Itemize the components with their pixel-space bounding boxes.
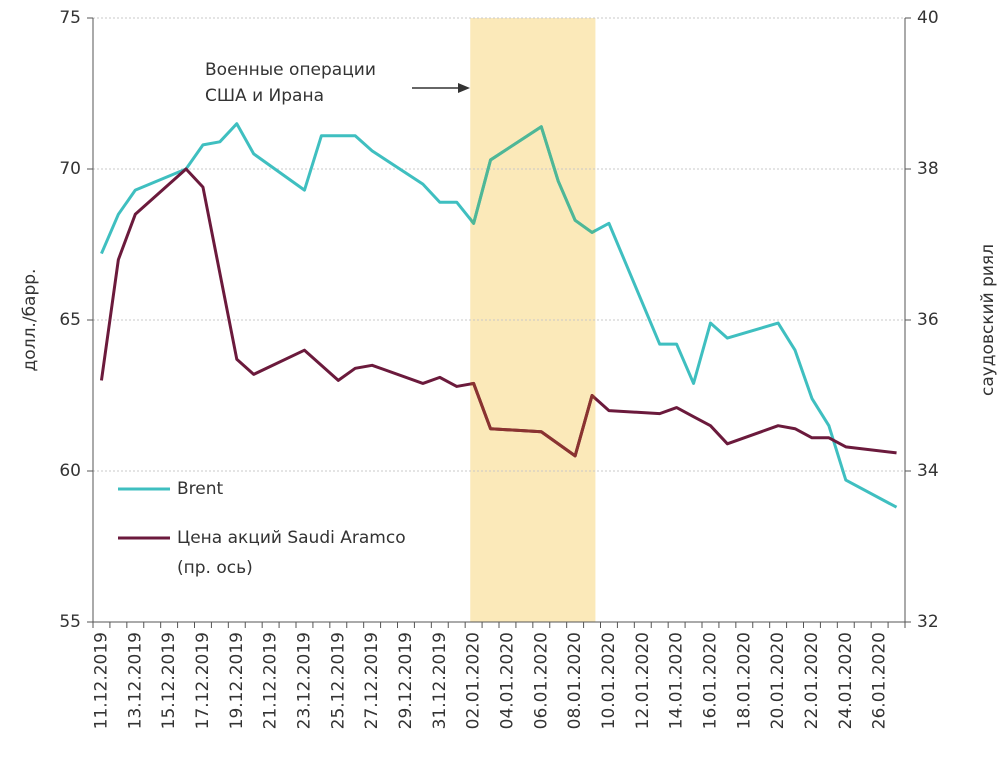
x-tick-label: 22.01.2020 xyxy=(802,632,822,729)
x-tick-label: 11.12.2019 xyxy=(91,632,111,729)
x-tick-label: 24.01.2020 xyxy=(836,632,856,729)
y2-tick-label: 34 xyxy=(917,461,939,481)
x-tick-label: 20.01.2020 xyxy=(768,632,788,729)
x-tick-label: 26.01.2020 xyxy=(870,632,890,729)
series-line-highlight xyxy=(470,381,596,458)
annotation: Военные операции xyxy=(205,60,376,80)
x-tick-label: 27.12.2019 xyxy=(362,632,382,729)
x-tick-label: 06.01.2020 xyxy=(531,632,551,729)
x-tick-label: 04.01.2020 xyxy=(497,632,517,729)
x-tick-label: 29.12.2019 xyxy=(396,632,416,729)
legend-label: Цена акций Saudi Aramco xyxy=(177,528,406,548)
y-tick-label: 75 xyxy=(59,8,81,28)
x-tick-label: 31.12.2019 xyxy=(430,632,450,729)
legend-label: (пр. ось) xyxy=(177,558,253,578)
legend-label: Brent xyxy=(177,479,224,499)
y2-tick-label: 32 xyxy=(917,612,939,632)
x-tick-label: 10.01.2020 xyxy=(599,632,619,729)
y-tick-label: 55 xyxy=(59,612,81,632)
x-tick-label: 23.12.2019 xyxy=(294,632,314,729)
x-tick-label: 12.01.2020 xyxy=(633,632,653,729)
x-tick-label: 16.01.2020 xyxy=(700,632,720,729)
x-tick-label: 02.01.2020 xyxy=(464,632,484,729)
y2-axis-label: саудовский риял xyxy=(978,244,998,396)
x-tick-label: 15.12.2019 xyxy=(159,632,179,729)
y2-tick-label: 40 xyxy=(917,8,939,28)
y-tick-label: 60 xyxy=(59,461,81,481)
x-tick-label: 18.01.2020 xyxy=(734,632,754,729)
y-axis-label: долл./барр. xyxy=(20,269,40,372)
x-tick-label: 21.12.2019 xyxy=(261,632,281,729)
x-tick-label: 13.12.2019 xyxy=(125,632,145,729)
x-tick-label: 25.12.2019 xyxy=(328,632,348,729)
y-tick-label: 70 xyxy=(59,159,81,179)
x-tick-label: 19.12.2019 xyxy=(227,632,247,729)
y2-tick-label: 38 xyxy=(917,159,939,179)
x-tick-label: 14.01.2020 xyxy=(667,632,687,729)
annotation: США и Ирана xyxy=(205,86,324,106)
x-tick-label: 08.01.2020 xyxy=(565,632,585,729)
series-line-highlight xyxy=(470,125,596,234)
annotation-arrowhead xyxy=(458,83,470,93)
y2-tick-label: 36 xyxy=(917,310,939,330)
y-tick-label: 65 xyxy=(59,310,81,330)
x-tick-label: 17.12.2019 xyxy=(193,632,213,729)
